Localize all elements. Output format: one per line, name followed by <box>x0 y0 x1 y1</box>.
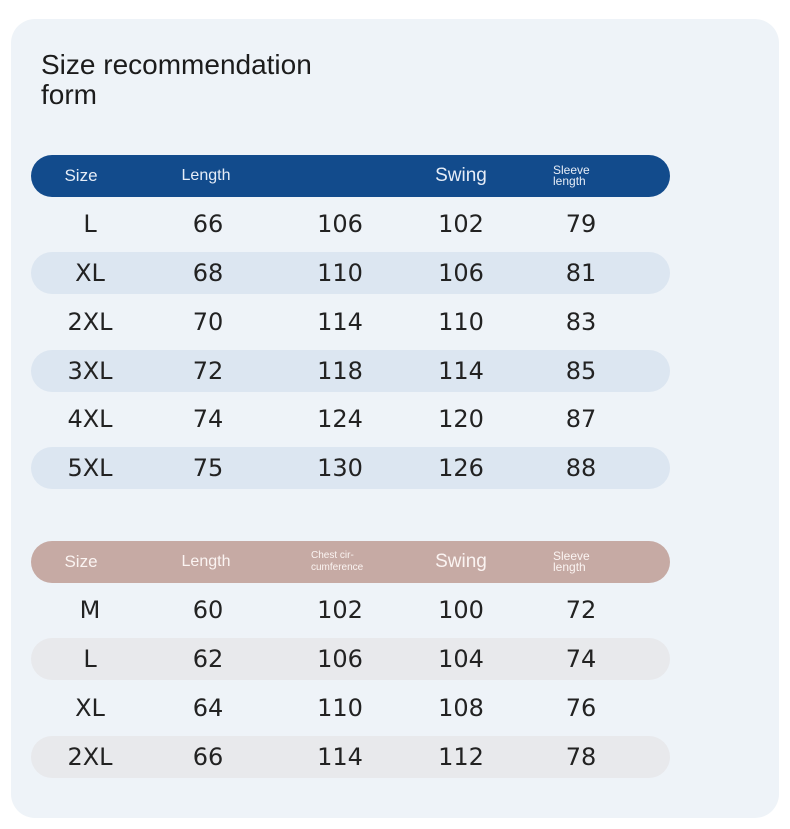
swing-cell: 126 <box>438 454 484 482</box>
swing-cell: 120 <box>438 405 484 433</box>
table1-row: 5XL 75 130 126 88 <box>31 447 670 489</box>
length-cell: 72 <box>192 357 224 385</box>
table1-header-sleeve: Sleeve length <box>553 163 590 188</box>
table2-header-sleeve: Sleeve length <box>553 549 590 574</box>
table2-header-swing: Swing <box>435 551 487 572</box>
table2-row: L 62 106 104 74 <box>31 638 670 680</box>
size-cell: 2XL <box>67 308 113 336</box>
chest-cell: 118 <box>317 357 363 385</box>
sleeve-cell: 79 <box>565 210 597 238</box>
swing-cell: 102 <box>438 210 484 238</box>
size-cell: XL <box>75 259 105 287</box>
table2-row: M 60 102 100 72 <box>31 589 670 631</box>
length-cell: 60 <box>192 596 224 624</box>
length-cell: 66 <box>192 210 224 238</box>
size-cell: M <box>79 596 101 624</box>
table2-header-length: Length <box>181 553 231 570</box>
table1-row: 2XL 70 114 110 83 <box>31 301 670 343</box>
sleeve-cell: 74 <box>565 645 597 673</box>
chest-cell: 110 <box>317 694 363 722</box>
chest-cell: 114 <box>317 743 363 771</box>
swing-cell: 106 <box>438 259 484 287</box>
sleeve-cell: 85 <box>565 357 597 385</box>
length-cell: 75 <box>192 454 224 482</box>
table2-header-size: Size <box>64 552 98 571</box>
swing-cell: 112 <box>438 743 484 771</box>
table1-header-swing: Swing <box>435 165 487 186</box>
length-cell: 74 <box>192 405 224 433</box>
length-cell: 70 <box>192 308 224 336</box>
table2-header: Size Length Chest cir-cumference Swing S… <box>31 541 670 583</box>
size-cell: L <box>83 645 97 673</box>
swing-cell: 108 <box>438 694 484 722</box>
sleeve-cell: 88 <box>565 454 597 482</box>
chest-cell: 102 <box>317 596 363 624</box>
size-cell: L <box>83 210 97 238</box>
swing-cell: 110 <box>438 308 484 336</box>
table2-row: XL 64 110 108 76 <box>31 687 670 729</box>
table1-header-chest <box>311 155 391 197</box>
table2-row: 2XL 66 114 112 78 <box>31 736 670 778</box>
sleeve-cell: 87 <box>565 405 597 433</box>
table1-row: 4XL 74 124 120 87 <box>31 398 670 440</box>
sleeve-cell: 76 <box>565 694 597 722</box>
page-title: Size recommendation form <box>41 49 312 110</box>
chest-cell: 110 <box>317 259 363 287</box>
size-cell: 3XL <box>67 357 113 385</box>
size-cell: 5XL <box>67 454 113 482</box>
length-cell: 64 <box>192 694 224 722</box>
chest-cell: 130 <box>317 454 363 482</box>
table1-row: 3XL 72 118 114 85 <box>31 350 670 392</box>
table1-header-size: Size <box>64 166 98 185</box>
size-cell: 2XL <box>67 743 113 771</box>
table1-row: L 66 106 102 79 <box>31 203 670 245</box>
chest-cell: 106 <box>317 210 363 238</box>
table2-header-chest: Chest cir-cumference <box>311 550 364 573</box>
size-card <box>11 19 779 818</box>
table1-header-length: Length <box>181 167 231 184</box>
chest-cell: 106 <box>317 645 363 673</box>
table1-row: XL 68 110 106 81 <box>31 252 670 294</box>
chest-cell: 114 <box>317 308 363 336</box>
swing-cell: 114 <box>438 357 484 385</box>
length-cell: 68 <box>192 259 224 287</box>
sleeve-cell: 78 <box>565 743 597 771</box>
table1-header: Size Length Swing Sleeve length <box>31 155 670 197</box>
sleeve-cell: 83 <box>565 308 597 336</box>
sleeve-cell: 72 <box>565 596 597 624</box>
chest-cell: 124 <box>317 405 363 433</box>
size-cell: 4XL <box>67 405 113 433</box>
swing-cell: 100 <box>438 596 484 624</box>
sleeve-cell: 81 <box>565 259 597 287</box>
length-cell: 62 <box>192 645 224 673</box>
length-cell: 66 <box>192 743 224 771</box>
size-cell: XL <box>75 694 105 722</box>
swing-cell: 104 <box>438 645 484 673</box>
